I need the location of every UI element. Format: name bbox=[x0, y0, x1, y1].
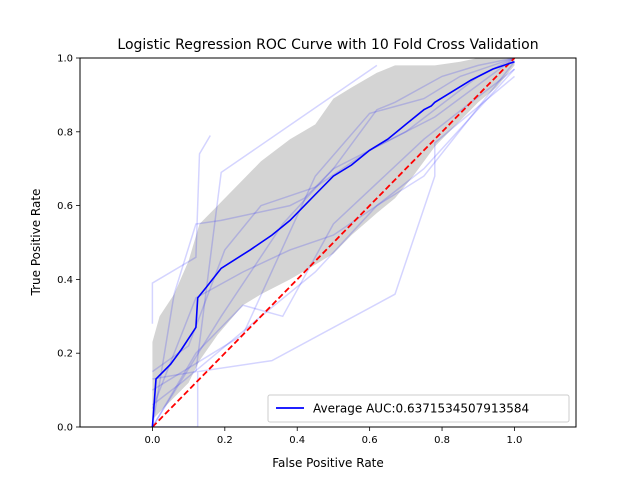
fold-curve-5 bbox=[151, 61, 516, 409]
y-tick-label: 0.8 bbox=[57, 127, 73, 138]
y-tick-label: 0.0 bbox=[57, 423, 73, 434]
chance-line bbox=[151, 58, 516, 427]
y-axis-label: True Positive Rate bbox=[29, 189, 43, 297]
fold-curve-1 bbox=[151, 135, 211, 324]
fold-curve-2 bbox=[152, 64, 378, 380]
x-tick-label: 0.0 bbox=[144, 435, 160, 446]
fold-curve-6 bbox=[152, 75, 515, 427]
x-tick-label: 0.8 bbox=[434, 435, 450, 446]
y-tick-label: 0.4 bbox=[57, 275, 73, 286]
average-roc-curve bbox=[151, 60, 515, 427]
plot-area bbox=[151, 58, 516, 427]
x-tick-label: 0.4 bbox=[289, 435, 305, 446]
fold-curve-7 bbox=[151, 58, 515, 427]
x-tick-label: 1.0 bbox=[506, 435, 522, 446]
plot-frame bbox=[79, 57, 577, 428]
fold-curve-4 bbox=[151, 58, 515, 427]
y-tick-label: 1.0 bbox=[57, 54, 73, 65]
std-band bbox=[152, 58, 515, 420]
x-axis-label: False Positive Rate bbox=[272, 456, 384, 470]
legend: Average AUC:0.6371534507913584 bbox=[267, 394, 570, 423]
x-tick-label: 0.6 bbox=[362, 435, 378, 446]
axes: 0.0 0.2 0.4 0.6 0.8 1.0 0.0 0.2 0.4 0.6 0.8 1.0 bbox=[57, 54, 577, 446]
fold-curve-10 bbox=[151, 68, 516, 406]
y-tick-label: 0.2 bbox=[57, 349, 73, 360]
fold-curve-8 bbox=[151, 68, 515, 427]
chart-title: Logistic Regression ROC Curve with 10 Fo… bbox=[117, 37, 538, 53]
x-tick-label: 0.2 bbox=[217, 435, 233, 446]
legend-box bbox=[267, 394, 570, 423]
legend-label-average: Average AUC:0.6371534507913584 bbox=[313, 402, 529, 416]
y-tick-label: 0.6 bbox=[57, 201, 73, 212]
